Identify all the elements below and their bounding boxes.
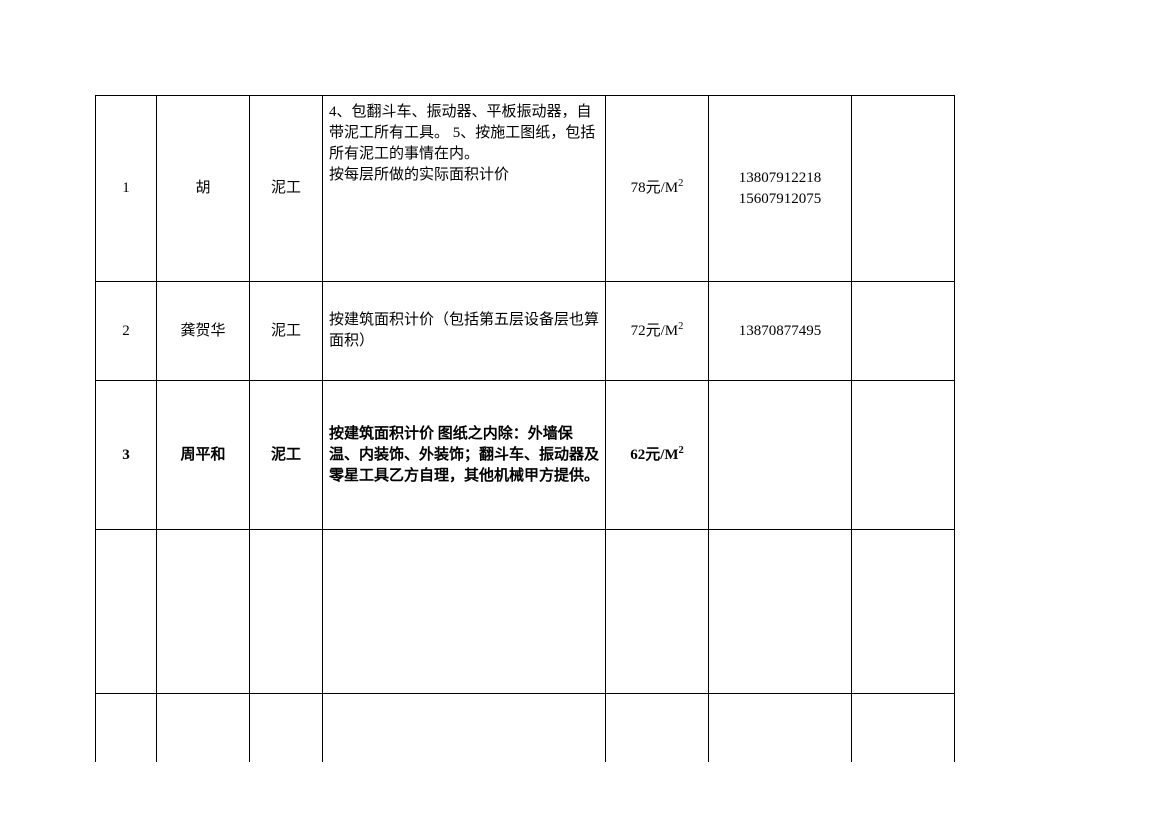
cell-name: [157, 694, 250, 763]
cell-phone: 1380791221815607912075: [709, 96, 852, 282]
cell-price: 62元/M2: [606, 381, 709, 530]
cell-type: 泥工: [250, 96, 323, 282]
cell-phone: [709, 694, 852, 763]
cell-no: 3: [96, 381, 157, 530]
cell-name: 周平和: [157, 381, 250, 530]
cell-desc: 按建筑面积计价 图纸之内除：外墙保温、内装饰、外装饰；翻斗车、振动器及零星工具乙…: [323, 381, 606, 530]
cell-c6: [852, 694, 955, 763]
cell-name: 龚贺华: [157, 282, 250, 381]
price-prefix: 78元/M: [631, 180, 679, 196]
price-exponent: 2: [678, 178, 683, 189]
cell-desc: [323, 694, 606, 763]
cell-phone: [709, 381, 852, 530]
table-row: 3周平和泥工按建筑面积计价 图纸之内除：外墙保温、内装饰、外装饰；翻斗车、振动器…: [96, 381, 955, 530]
cell-price: [606, 530, 709, 694]
cell-desc: [323, 530, 606, 694]
cell-no: 1: [96, 96, 157, 282]
price-exponent: 2: [679, 445, 684, 456]
price-prefix: 72元/M: [631, 323, 679, 339]
cell-type: 泥工: [250, 381, 323, 530]
price-prefix: 62元/M: [630, 447, 678, 463]
cell-c6: [852, 96, 955, 282]
table-row: 1胡泥工4、包翻斗车、振动器、平板振动器，自带泥工所有工具。 5、按施工图纸，包…: [96, 96, 955, 282]
cell-desc: 4、包翻斗车、振动器、平板振动器，自带泥工所有工具。 5、按施工图纸，包括所有泥…: [323, 96, 606, 282]
table-row: [96, 694, 955, 763]
cell-price: [606, 694, 709, 763]
cell-desc: 按建筑面积计价（包括第五层设备层也算面积）: [323, 282, 606, 381]
cell-type: [250, 530, 323, 694]
cell-price: 72元/M2: [606, 282, 709, 381]
cell-c6: [852, 282, 955, 381]
cell-phone: [709, 530, 852, 694]
cell-price: 78元/M2: [606, 96, 709, 282]
cell-no: [96, 530, 157, 694]
pricing-table-wrap: 1胡泥工4、包翻斗车、振动器、平板振动器，自带泥工所有工具。 5、按施工图纸，包…: [95, 95, 955, 762]
price-exponent: 2: [678, 321, 683, 332]
cell-name: [157, 530, 250, 694]
cell-phone: 13870877495: [709, 282, 852, 381]
table-row: 2龚贺华泥工按建筑面积计价（包括第五层设备层也算面积）72元/M21387087…: [96, 282, 955, 381]
cell-name: 胡: [157, 96, 250, 282]
cell-type: [250, 694, 323, 763]
cell-no: [96, 694, 157, 763]
table-row: [96, 530, 955, 694]
cell-c6: [852, 381, 955, 530]
cell-c6: [852, 530, 955, 694]
cell-type: 泥工: [250, 282, 323, 381]
pricing-table: 1胡泥工4、包翻斗车、振动器、平板振动器，自带泥工所有工具。 5、按施工图纸，包…: [95, 95, 955, 762]
cell-no: 2: [96, 282, 157, 381]
